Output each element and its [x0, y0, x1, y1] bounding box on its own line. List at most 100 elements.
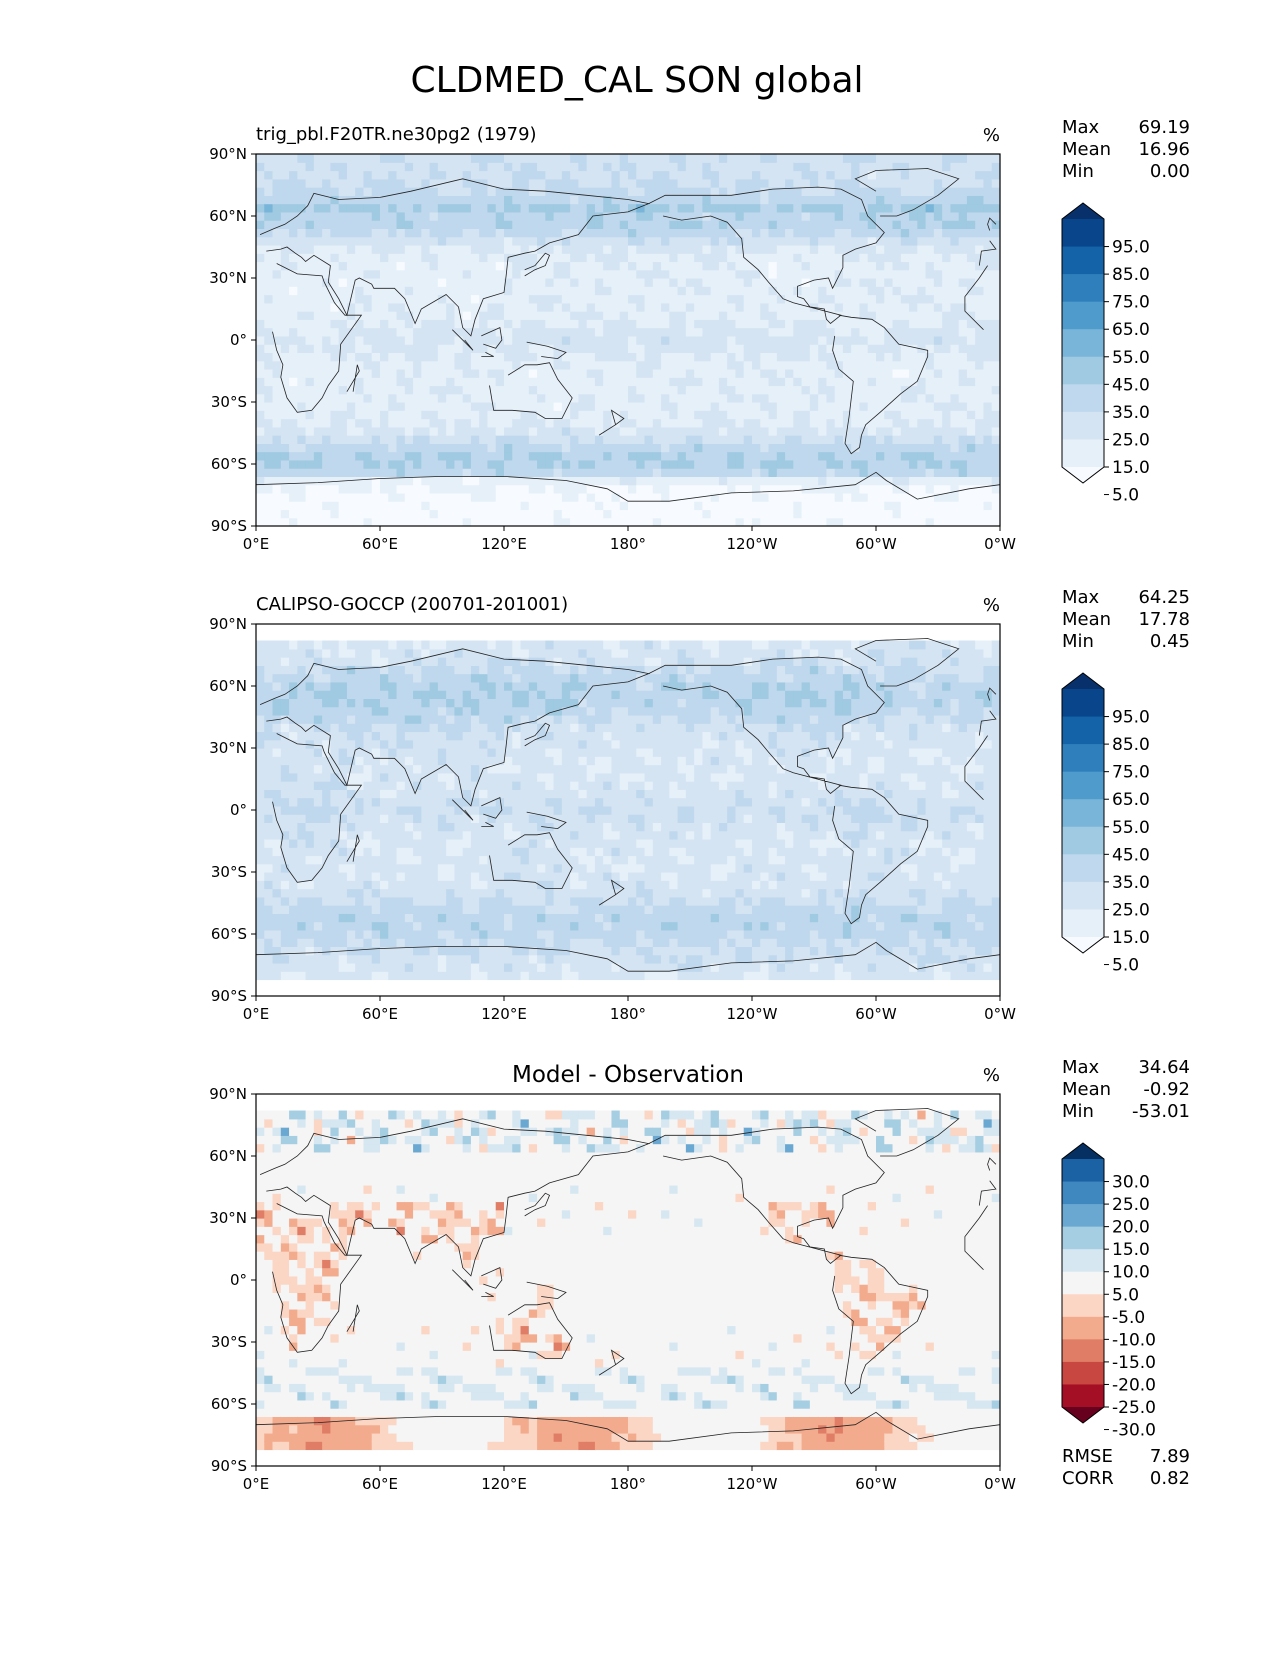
colorbar-tick-label: -20.0	[1112, 1375, 1156, 1395]
colorbar: 30.025.020.015.010.05.0-5.0-10.0-15.0-20…	[1062, 1143, 1156, 1441]
stat-label: Min	[1062, 631, 1094, 652]
lon-tick-label: 120°E	[481, 535, 527, 553]
colorbar-segment	[1062, 219, 1104, 247]
units-label: %	[983, 595, 1000, 616]
stat-value: -0.92	[1143, 1079, 1190, 1100]
colorbar-tick-label: 65.0	[1112, 790, 1150, 810]
colorbar-tick-label: 15.0	[1112, 1240, 1150, 1260]
stat-label: CORR	[1062, 1468, 1114, 1489]
panel-subtitle: Model - Observation	[512, 1062, 744, 1088]
lat-tick-label: 0°	[230, 331, 247, 349]
lat-tick-label: 30°S	[211, 1333, 247, 1351]
lat-tick-label: 90°S	[211, 1457, 247, 1475]
lon-tick-label: 180°	[610, 1005, 646, 1023]
lat-tick-label: 0°	[230, 1271, 247, 1289]
colorbar-segment	[1062, 827, 1104, 855]
colorbar-segment	[1062, 1294, 1104, 1317]
colorbar-tick-label: 75.0	[1112, 293, 1150, 313]
colorbar-tick-label: 15.0	[1112, 458, 1150, 478]
colorbar-segment	[1062, 247, 1104, 275]
colorbar-segment	[1062, 439, 1104, 467]
colorbar-segment	[1062, 1204, 1104, 1227]
colorbar-tick-label: 20.0	[1112, 1218, 1150, 1238]
colorbar-segment	[1062, 357, 1104, 385]
figure-title: CLDMED_CAL SON global	[410, 60, 863, 101]
colorbar-tick-label: 5.0	[1112, 486, 1139, 506]
colorbar-tick-label: 30.0	[1112, 1173, 1150, 1193]
colorbar-tick-label: -25.0	[1112, 1398, 1156, 1418]
lon-tick-label: 0°W	[984, 535, 1016, 553]
colorbar-tick-label: 25.0	[1112, 1195, 1150, 1215]
colorbar-segment	[1062, 1272, 1104, 1295]
stat-label: Mean	[1062, 139, 1111, 160]
colorbar-segment	[1062, 1159, 1104, 1182]
lon-tick-label: 0°E	[243, 1475, 270, 1493]
lon-tick-label: 180°	[610, 1475, 646, 1493]
colorbar-segment	[1062, 1317, 1104, 1340]
colorbar-tick-label: 45.0	[1112, 845, 1150, 865]
lat-tick-label: 90°N	[209, 615, 247, 633]
stat-value: 64.25	[1138, 587, 1190, 608]
colorbar-segment	[1062, 744, 1104, 772]
colorbar-tick-label: 5.0	[1112, 1285, 1139, 1305]
stat-value: 17.78	[1138, 609, 1190, 630]
colorbar-tick-label: 25.0	[1112, 430, 1150, 450]
lon-tick-label: 0°W	[984, 1005, 1016, 1023]
colorbar-tick-label: 95.0	[1112, 238, 1150, 258]
colorbar-segment	[1062, 1249, 1104, 1272]
lon-tick-label: 120°E	[481, 1005, 527, 1023]
colorbar-segment	[1062, 1339, 1104, 1362]
colorbar-segment	[1062, 772, 1104, 800]
colorbar-tick-label: 15.0	[1112, 928, 1150, 948]
stat-value: 0.45	[1150, 631, 1190, 652]
map-field	[256, 1111, 1001, 1451]
lon-tick-label: 120°W	[727, 1475, 778, 1493]
stat-label: Max	[1062, 587, 1100, 608]
lat-tick-label: 0°	[230, 801, 247, 819]
lon-tick-label: 120°W	[727, 1005, 778, 1023]
colorbar-segment	[1062, 384, 1104, 412]
map-field	[256, 641, 1001, 981]
colorbar-segment	[1062, 689, 1104, 717]
units-label: %	[983, 1065, 1000, 1086]
lat-tick-label: 60°S	[211, 455, 247, 473]
lat-tick-label: 30°N	[209, 739, 247, 757]
lat-tick-label: 30°S	[211, 863, 247, 881]
colorbar-tick-label: -5.0	[1112, 1308, 1145, 1328]
stat-value: -53.01	[1132, 1101, 1190, 1122]
colorbar-tick-label: 65.0	[1112, 320, 1150, 340]
lon-tick-label: 120°W	[727, 535, 778, 553]
colorbar-tick-label: 85.0	[1112, 735, 1150, 755]
colorbar-tick-label: 55.0	[1112, 348, 1150, 368]
lat-tick-label: 30°N	[209, 269, 247, 287]
panel-subtitle: trig_pbl.F20TR.ne30pg2 (1979)	[256, 124, 537, 145]
colorbar-segment	[1062, 909, 1104, 937]
lon-tick-label: 60°W	[855, 1005, 897, 1023]
colorbar-tick-label: 35.0	[1112, 403, 1150, 423]
stat-value: 0.82	[1150, 1468, 1190, 1489]
stat-label: Min	[1062, 1101, 1094, 1122]
colorbar-segment	[1062, 882, 1104, 910]
colorbar-extend-max	[1062, 1143, 1104, 1159]
colorbar-segment	[1062, 302, 1104, 330]
lat-tick-label: 90°S	[211, 987, 247, 1005]
lon-tick-label: 0°E	[243, 1005, 270, 1023]
stat-value: 7.89	[1150, 1446, 1190, 1467]
stat-label: Mean	[1062, 609, 1111, 630]
units-label: %	[983, 125, 1000, 146]
colorbar-extend-min	[1062, 1407, 1104, 1423]
map-field	[256, 154, 1001, 527]
lat-tick-label: 60°N	[209, 207, 247, 225]
colorbar-segment	[1062, 1384, 1104, 1407]
colorbar-segment	[1062, 1182, 1104, 1205]
colorbar-tick-label: -15.0	[1112, 1353, 1156, 1373]
lat-tick-label: 90°S	[211, 517, 247, 535]
lon-tick-label: 180°	[610, 535, 646, 553]
colorbar-segment	[1062, 329, 1104, 357]
colorbar-segment	[1062, 1227, 1104, 1250]
colorbar-tick-label: 55.0	[1112, 818, 1150, 838]
colorbar: 95.085.075.065.055.045.035.025.015.05.0	[1062, 203, 1150, 506]
